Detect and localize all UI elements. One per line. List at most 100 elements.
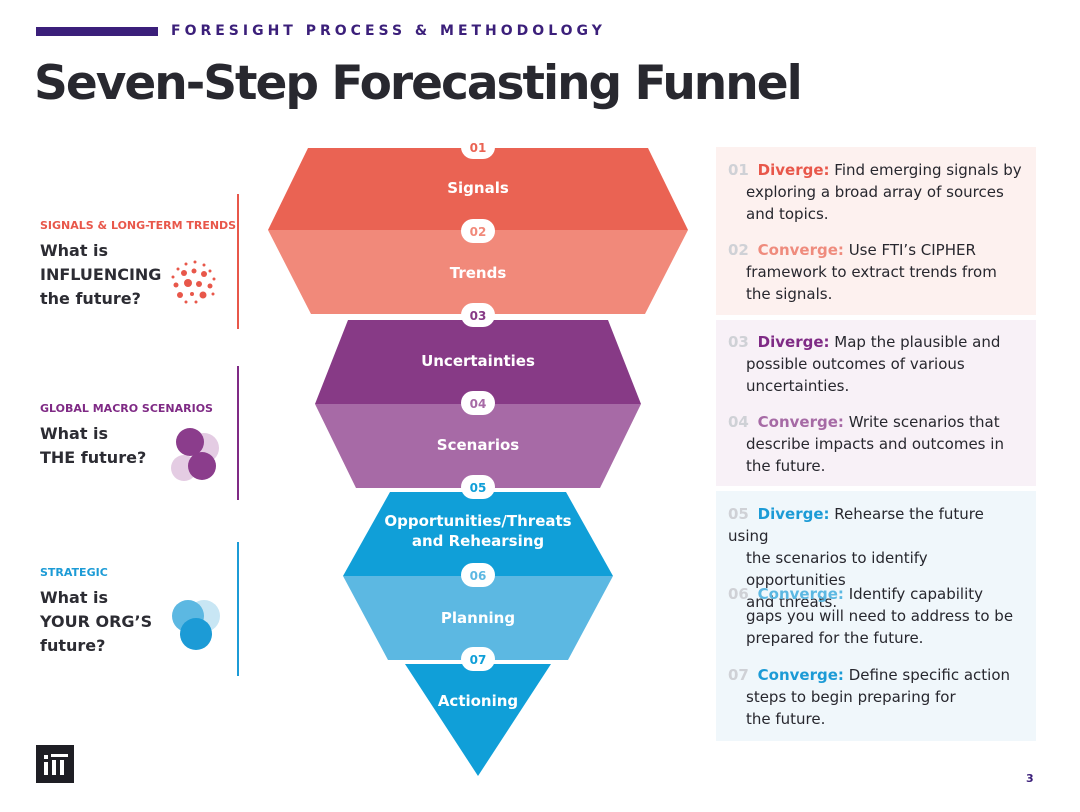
overlapping-circles-icon bbox=[171, 428, 219, 481]
step-text: Write scenarios that bbox=[848, 413, 1000, 431]
step-text: Rehearse the future using bbox=[728, 505, 984, 545]
section-divider bbox=[237, 542, 239, 676]
step-description: 01 Diverge: Find emerging signals by exp… bbox=[728, 159, 1028, 225]
step-text: possible outcomes of various bbox=[746, 355, 965, 373]
overlapping-circles-icon bbox=[172, 600, 220, 650]
step-verb: Diverge: bbox=[757, 333, 830, 351]
step-text: Map the plausible and bbox=[834, 333, 1001, 351]
step-text: the scenarios to identify opportunities bbox=[746, 549, 928, 589]
step-text: Use FTI’s CIPHER bbox=[848, 241, 976, 259]
step-text: uncertainties. bbox=[746, 377, 850, 395]
funnel-band-06 bbox=[343, 576, 613, 660]
funnel-band-04 bbox=[315, 404, 641, 488]
funnel-badge-number: 01 bbox=[470, 141, 487, 155]
funnel-badge-07: 07 bbox=[461, 647, 495, 671]
step-text: Define specific action bbox=[848, 666, 1011, 684]
dot-cluster-icon bbox=[171, 260, 216, 304]
funnel-badge-number: 04 bbox=[470, 397, 487, 411]
section-divider bbox=[237, 366, 239, 500]
section-strategic: STRATEGIC What is YOUR ORG’S future? bbox=[0, 542, 240, 676]
step-text: the future. bbox=[746, 457, 826, 475]
step-verb: Converge: bbox=[757, 666, 844, 684]
forecasting-funnel: 01 Signals 02 Trends 03 Uncertainties 04 Scenar… bbox=[268, 136, 688, 776]
funnel-label-03: Uncertainties bbox=[421, 352, 535, 370]
funnel-badge-number: 05 bbox=[470, 481, 487, 495]
funnel-badge-04: 04 bbox=[461, 391, 495, 415]
step-verb: Diverge: bbox=[757, 161, 830, 179]
step-verb: Converge: bbox=[757, 241, 844, 259]
fti-logo bbox=[36, 745, 74, 783]
step-text: Identify capability bbox=[848, 585, 984, 603]
step-description: 03 Diverge: Map the plausible and possib… bbox=[728, 331, 1028, 397]
step-number: 01 bbox=[728, 161, 749, 179]
funnel-badge-number: 07 bbox=[470, 653, 487, 667]
eyebrow-label: FORESIGHT PROCESS & METHODOLOGY bbox=[171, 23, 606, 39]
funnel-badge-05: 05 bbox=[461, 475, 495, 499]
section-tag: STRATEGIC bbox=[40, 566, 108, 579]
funnel-label-05: Opportunities/Threats and Rehearsing bbox=[384, 512, 571, 550]
section-question: What is INFLUENCING the future? bbox=[40, 239, 161, 311]
panel-uncertainties-scenarios bbox=[716, 320, 1036, 486]
step-verb: Converge: bbox=[757, 413, 844, 431]
step-description: 02 Converge: Use FTI’s CIPHER framework … bbox=[728, 239, 1028, 305]
page-number: 3 bbox=[1026, 772, 1034, 785]
question-line: future? bbox=[40, 636, 106, 655]
step-text: framework to extract trends from bbox=[746, 263, 997, 281]
funnel-band-02 bbox=[268, 230, 688, 314]
step-number: 06 bbox=[728, 585, 749, 603]
step-description: 07 Converge: Define specific action step… bbox=[728, 664, 1028, 730]
funnel-label-04: Scenarios bbox=[437, 436, 520, 454]
question-line: What is bbox=[40, 241, 109, 260]
question-line: the future? bbox=[40, 289, 141, 308]
question-line: INFLUENCING bbox=[40, 265, 162, 284]
step-text: prepared for the future. bbox=[746, 629, 924, 647]
step-text: Find emerging signals by bbox=[834, 161, 1022, 179]
question-line: What is bbox=[40, 588, 109, 607]
step-text: the future. bbox=[746, 710, 826, 728]
step-description: 04 Converge: Write scenarios that descri… bbox=[728, 411, 1028, 477]
step-number: 04 bbox=[728, 413, 749, 431]
step-description: 06 Converge: Identify capability gaps yo… bbox=[728, 583, 1028, 649]
question-line: THE future? bbox=[40, 448, 147, 467]
page-title: Seven-Step Forecasting Funnel bbox=[34, 56, 803, 111]
funnel-badge-03: 03 bbox=[461, 303, 495, 327]
panel-signals-trends bbox=[716, 147, 1036, 315]
funnel-label-06: Planning bbox=[441, 609, 515, 627]
step-text: and topics. bbox=[746, 205, 829, 223]
step-verb: Converge: bbox=[757, 585, 844, 603]
funnel-label-07: Actioning bbox=[438, 692, 518, 710]
funnel-band-01 bbox=[268, 148, 688, 230]
question-line: What is bbox=[40, 424, 109, 443]
funnel-badge-01: 01 bbox=[461, 136, 495, 159]
step-number: 03 bbox=[728, 333, 749, 351]
step-text: describe impacts and outcomes in bbox=[746, 435, 1004, 453]
step-text: exploring a broad array of sources bbox=[746, 183, 1004, 201]
section-tag: GLOBAL MACRO SCENARIOS bbox=[40, 402, 213, 415]
section-signals-trends: SIGNALS & LONG-TERM TRENDS What is INFLU… bbox=[0, 194, 240, 329]
step-text: steps to begin preparing for bbox=[746, 688, 956, 706]
section-divider bbox=[237, 194, 239, 329]
funnel-label-02: Trends bbox=[450, 264, 507, 282]
header-accent-bar bbox=[36, 27, 158, 36]
step-description: 05 Diverge: Rehearse the future using th… bbox=[728, 503, 1028, 613]
funnel-label-01: Signals bbox=[447, 179, 509, 197]
section-macro-scenarios: GLOBAL MACRO SCENARIOS What is THE futur… bbox=[0, 366, 240, 502]
funnel-band-05 bbox=[343, 492, 613, 576]
step-number: 05 bbox=[728, 505, 749, 523]
question-line: YOUR ORG’S bbox=[40, 612, 153, 631]
funnel-badge-number: 03 bbox=[470, 309, 487, 323]
panel-planning-actioning bbox=[716, 491, 1036, 741]
step-text: gaps you will need to address to be bbox=[746, 607, 1014, 625]
funnel-badge-06: 06 bbox=[461, 563, 495, 587]
funnel-band-07 bbox=[405, 664, 551, 776]
funnel-badge-02: 02 bbox=[461, 219, 495, 243]
step-text: the signals. bbox=[746, 285, 833, 303]
step-number: 02 bbox=[728, 241, 749, 259]
funnel-badge-number: 02 bbox=[470, 225, 487, 239]
step-text: and threats. bbox=[746, 593, 838, 611]
step-number: 07 bbox=[728, 666, 749, 684]
section-tag: SIGNALS & LONG-TERM TRENDS bbox=[40, 219, 237, 232]
funnel-badge-number: 06 bbox=[470, 569, 487, 583]
funnel-band-03 bbox=[315, 320, 641, 404]
step-verb: Diverge: bbox=[757, 505, 830, 523]
